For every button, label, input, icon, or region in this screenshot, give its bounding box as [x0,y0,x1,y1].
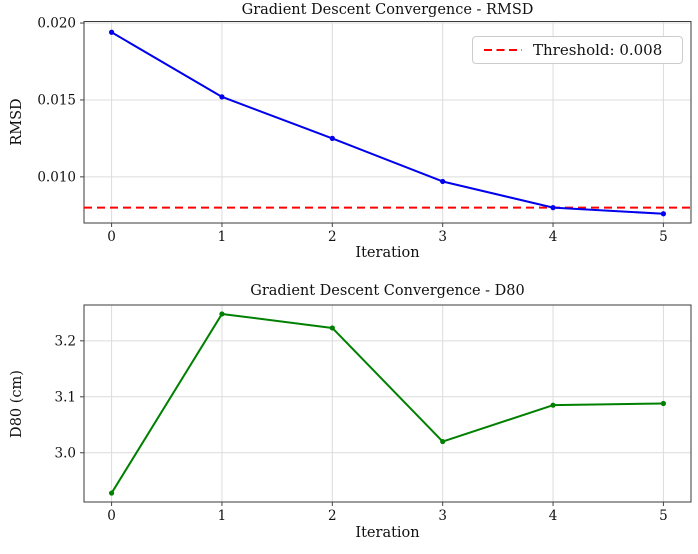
y-tick-label: 3.2 [55,333,76,349]
rmsd-y-axis-label: RMSD [9,98,25,146]
d80-chart-title: Gradient Descent Convergence - D80 [250,283,525,299]
d80-x-axis-label: Iteration [355,525,420,541]
x-tick-label: 1 [218,508,227,524]
data-point-marker [550,402,556,408]
y-tick-label: 0.015 [37,92,76,108]
threshold-legend-label: Threshold: 0.008 [533,41,663,59]
data-point-marker [329,325,335,331]
data-point-marker [660,211,667,217]
data-point-marker [660,400,667,407]
data-point-marker [219,311,225,317]
y-tick-label: 0.010 [37,169,76,185]
x-tick-label: 3 [438,229,447,245]
data-point-marker [108,490,115,496]
data-point-marker [550,205,556,211]
threshold-dashed-line-icon [484,49,522,51]
x-tick-label: 0 [107,508,116,524]
y-tick-label: 3.1 [55,389,76,405]
x-tick-label: 5 [659,229,668,245]
x-tick-label: 1 [218,229,227,245]
x-tick-label: 0 [107,229,116,245]
series-line [110,312,665,495]
threshold-legend: Threshold: 0.008 [472,36,683,64]
data-point-marker [440,438,446,445]
data-point-marker [219,94,225,100]
rmsd-x-axis-label: Iteration [355,245,420,261]
data-point-marker [440,178,446,185]
x-tick-label: 2 [328,508,337,524]
y-tick-label: 0.020 [37,16,76,32]
axes-spines [83,21,692,224]
x-tick-label: 3 [438,508,447,524]
rmsd-chart-title: Gradient Descent Convergence - RMSD [241,2,534,18]
series-line [110,31,665,215]
data-point-marker [108,29,115,35]
x-tick-label: 4 [549,508,558,524]
d80-y-axis-label: D80 (cm) [9,370,25,438]
data-point-marker [329,135,335,142]
axes-spines [83,304,692,503]
x-tick-label: 5 [659,508,668,524]
x-tick-label: 2 [328,229,337,245]
y-tick-label: 3.0 [55,445,76,461]
x-tick-label: 4 [549,229,558,245]
